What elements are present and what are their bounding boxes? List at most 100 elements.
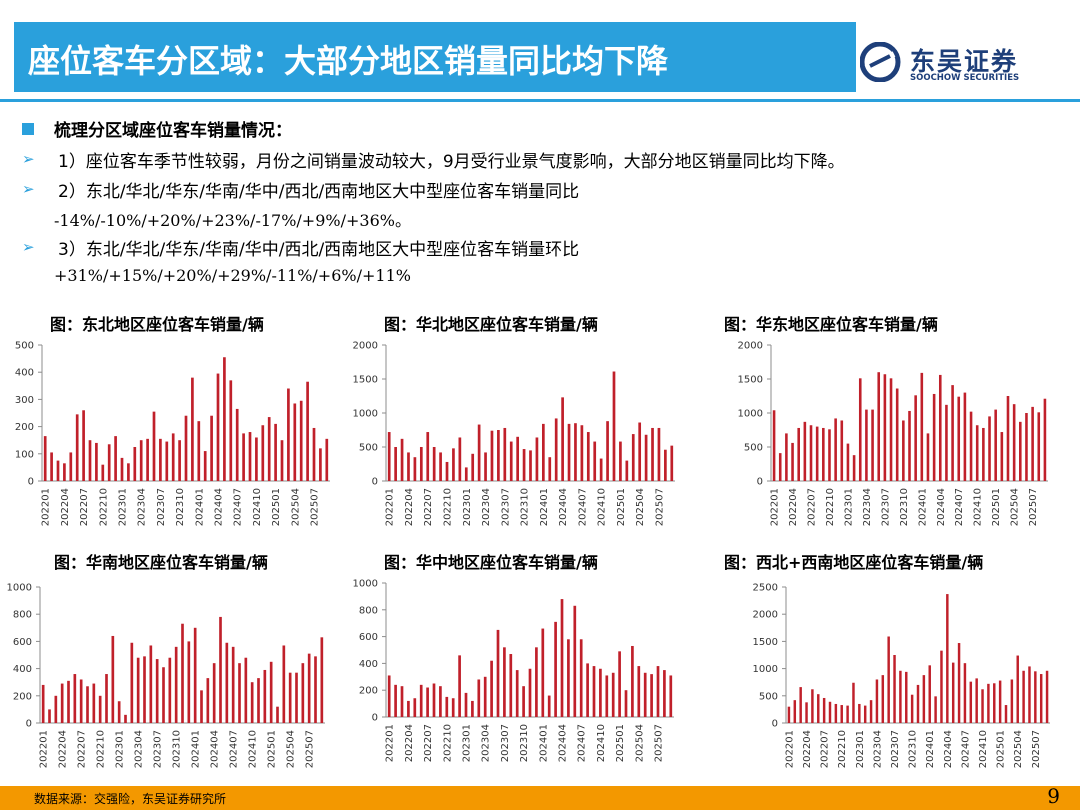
x-tick-label: 202301 (462, 724, 473, 762)
bar (987, 683, 990, 723)
y-tick-label: 1000 (353, 409, 378, 420)
bar (152, 411, 156, 481)
bar (938, 374, 942, 481)
bar (484, 452, 487, 481)
y-tick-label: 1000 (7, 583, 32, 594)
y-tick-label: 2500 (753, 583, 778, 594)
x-tick-label: 202401 (194, 488, 205, 526)
bar (82, 410, 85, 481)
bar (643, 672, 647, 717)
bar (785, 433, 788, 481)
summary-point-2-line-1: 2）东北/华北/华东/华南/华中/西北/西南地区大中型座位客车销量同比 (58, 182, 580, 202)
bar (834, 703, 838, 723)
bar (877, 372, 881, 481)
bar (235, 408, 239, 481)
y-tick-label: 600 (13, 637, 32, 648)
bar (631, 645, 634, 717)
bar (56, 460, 60, 481)
y-tick-label: 200 (359, 686, 378, 697)
x-tick-label: 202304 (137, 488, 148, 526)
bar (124, 714, 127, 723)
y-tick-label: 500 (759, 691, 778, 702)
bar (419, 447, 423, 481)
bar (101, 464, 105, 481)
bar (631, 434, 635, 481)
bar (922, 675, 926, 723)
bar (828, 701, 832, 723)
x-tick-label: 202410 (978, 730, 989, 768)
bar (319, 448, 322, 481)
bar (637, 666, 641, 717)
bar (599, 458, 603, 481)
x-tick-label: 202410 (973, 488, 984, 526)
x-tick-label: 202504 (634, 724, 645, 762)
y-tick-label: 800 (359, 605, 378, 616)
bar (869, 700, 873, 723)
bar (957, 643, 961, 723)
bar (619, 441, 622, 481)
bar (88, 440, 92, 481)
x-tick-label: 202410 (596, 724, 607, 762)
bar (497, 430, 500, 481)
bar (981, 689, 984, 723)
bar (1039, 674, 1043, 723)
bar (471, 700, 474, 717)
x-tick-label: 202210 (837, 730, 848, 768)
x-tick-label: 202301 (855, 730, 866, 768)
y-tick-label: 100 (15, 449, 34, 460)
chart-west: 0 500 1000 1500 2000 2500 202201 202204 202207 20… (753, 583, 1050, 768)
bar (828, 429, 831, 481)
bar (811, 689, 814, 723)
bar (111, 635, 115, 723)
bar (407, 452, 410, 481)
bar (263, 669, 267, 723)
bar (957, 396, 961, 481)
bar (541, 628, 545, 717)
bar (269, 661, 273, 723)
arrow-bullet-icon: ➢ (22, 238, 35, 256)
bar (178, 440, 181, 481)
bar (276, 706, 279, 723)
y-tick-label: 400 (13, 664, 32, 675)
bar (599, 668, 602, 717)
bar (982, 427, 985, 481)
bar (314, 656, 317, 723)
x-tick-label: 202307 (153, 730, 164, 768)
x-tick-label: 202504 (1013, 730, 1024, 768)
x-tick-label: 202204 (60, 488, 71, 526)
bar (522, 449, 526, 481)
bar (1019, 421, 1022, 481)
bar (858, 378, 862, 481)
x-tick-label: 202501 (615, 724, 626, 762)
bar (280, 440, 284, 481)
bar (288, 672, 292, 723)
chart-east: 0 500 1000 1500 2000 202201 202204 202207 202210… (738, 341, 1048, 526)
x-tick-label: 202507 (1028, 488, 1039, 526)
y-tick-label: 2000 (753, 610, 778, 621)
bar (1016, 655, 1019, 723)
bar (483, 676, 487, 717)
bar (231, 646, 235, 723)
bar (865, 409, 868, 481)
x-tick-label: 202307 (500, 724, 511, 762)
x-tick-label: 202501 (996, 730, 1007, 768)
bar (926, 433, 930, 481)
x-tick-label: 202501 (267, 730, 278, 768)
bar (560, 599, 564, 717)
y-tick-label: 1000 (753, 664, 778, 675)
bar (238, 663, 241, 723)
bar (477, 424, 481, 481)
bar (975, 425, 979, 481)
bar (791, 442, 794, 481)
bar (567, 639, 570, 717)
bar (902, 420, 905, 481)
y-tick-label: 1000 (353, 579, 378, 590)
arrow-bullet-icon: ➢ (22, 180, 35, 198)
bar (307, 653, 311, 723)
bar (439, 686, 442, 717)
bar (426, 687, 429, 717)
x-tick-label: 202310 (175, 488, 186, 526)
bar (803, 421, 807, 481)
y-tick-label: 400 (15, 368, 34, 379)
bar (394, 684, 397, 717)
